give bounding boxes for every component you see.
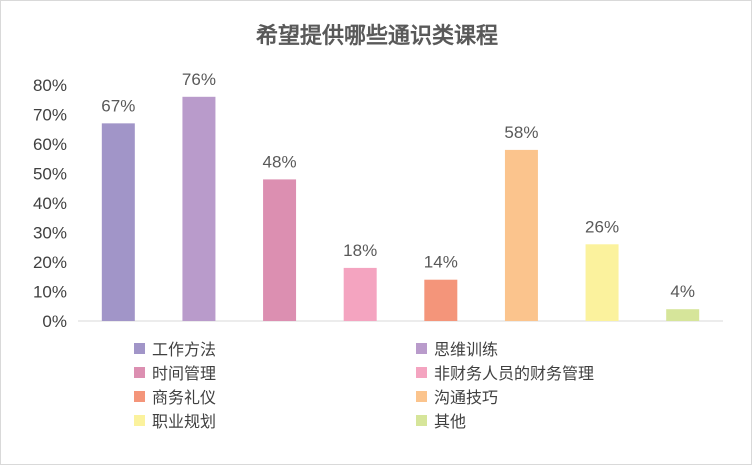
- data-label: 67%: [101, 96, 135, 115]
- y-tick-label: 40%: [33, 194, 67, 213]
- legend-swatch: [416, 415, 427, 426]
- data-label: 4%: [670, 282, 695, 301]
- legend-swatch: [416, 367, 427, 378]
- legend-item-label: 商务礼仪: [152, 388, 216, 407]
- data-label: 76%: [182, 70, 216, 89]
- data-label: 14%: [424, 253, 458, 272]
- bar: [182, 96, 216, 321]
- y-axis: 0% 10% 20% 30% 40% 50% 60% 70% 80%: [33, 76, 67, 331]
- data-label: 48%: [263, 152, 297, 171]
- y-tick-label: 60%: [33, 135, 67, 154]
- bar: [585, 244, 619, 321]
- y-tick-label: 50%: [33, 165, 67, 184]
- legend-item-label: 工作方法: [152, 340, 216, 359]
- legend-item-label: 其他: [434, 412, 466, 431]
- bar: [263, 179, 297, 321]
- bar: [666, 309, 700, 321]
- legend-swatch: [134, 367, 145, 378]
- legend-item-label: 时间管理: [152, 364, 216, 383]
- legend-swatch: [416, 391, 427, 402]
- legend-swatch: [416, 343, 427, 354]
- legend-item-label: 非财务人员的财务管理: [434, 364, 594, 383]
- legend-swatch: [134, 415, 145, 426]
- y-tick-label: 30%: [33, 224, 67, 243]
- y-tick-label: 0%: [42, 312, 67, 331]
- chart-title: 希望提供哪些通识类课程: [256, 23, 498, 49]
- data-label: 26%: [585, 217, 619, 236]
- bar: [504, 149, 538, 321]
- data-label: 58%: [504, 123, 538, 142]
- bar: [101, 123, 135, 321]
- bar: [343, 267, 377, 321]
- legend-swatch: [134, 391, 145, 402]
- legend-item-label: 思维训练: [434, 340, 498, 359]
- legend-item-label: 沟通技巧: [434, 388, 498, 407]
- legend-item-label: 职业规划: [152, 412, 216, 431]
- y-tick-label: 10%: [33, 283, 67, 302]
- y-tick-label: 70%: [33, 106, 67, 125]
- bar-series: 67% 76% 48% 18% 14% 58% 26% 4%: [101, 70, 700, 321]
- legend-swatch: [134, 343, 145, 354]
- data-label: 18%: [343, 241, 377, 260]
- y-tick-label: 20%: [33, 253, 67, 272]
- y-tick-label: 80%: [33, 76, 67, 95]
- bar: [424, 279, 458, 321]
